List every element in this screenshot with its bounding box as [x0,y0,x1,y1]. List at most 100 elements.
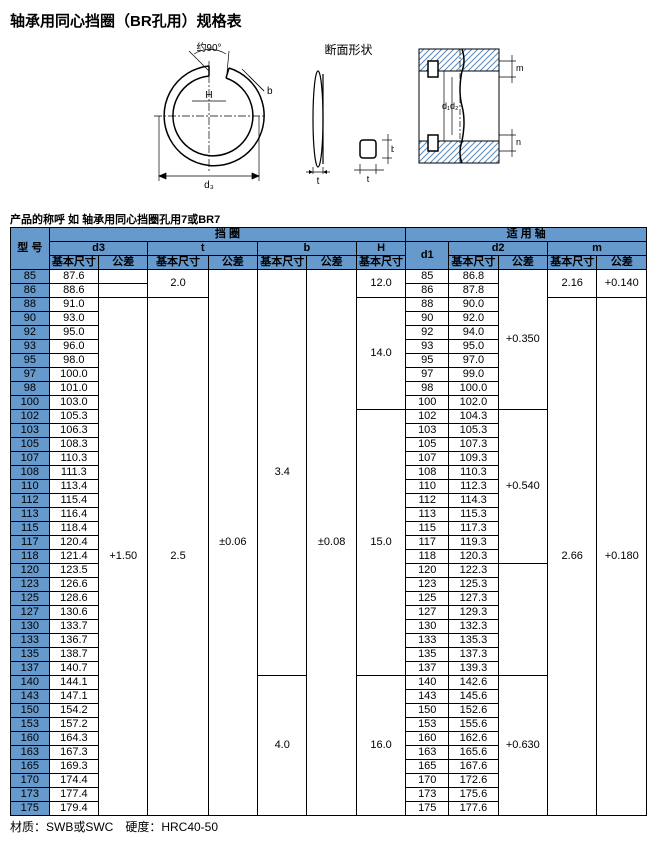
cell: 91.0 [49,298,98,312]
cell: 116.4 [49,508,98,522]
cell: 85 [11,270,50,284]
cell: 120.3 [449,550,498,564]
hdr-shaft: 适 用 轴 [406,228,647,242]
cell: 127 [406,606,449,620]
hdr-base: 基本尺寸 [449,256,498,270]
cell: 105 [406,438,449,452]
cell: 150 [406,704,449,718]
cell: 3.4 [258,270,307,676]
cell: 136.7 [49,634,98,648]
svg-text:d₂: d₂ [450,101,459,111]
cell: 119.3 [449,536,498,550]
cell: 98.0 [49,354,98,368]
cell: 100 [11,396,50,410]
section-label: 断面形状 [304,41,394,58]
cell: 130 [11,620,50,634]
cell: 95 [406,354,449,368]
cell: 103 [406,424,449,438]
hdr-b: b [258,242,357,256]
cell: 115.4 [49,494,98,508]
cell: 110.3 [449,466,498,480]
hdr-d2: d2 [449,242,548,256]
diagram-row: 约90° H b d₃ 断面形状 t [10,41,647,191]
cell: 14.0 [356,298,405,410]
cell: 173 [406,788,449,802]
hdr-tol: 公差 [498,256,547,270]
cell: 147.1 [49,690,98,704]
cell: 95.0 [49,326,98,340]
svg-text:n: n [516,137,521,147]
cell: 102.0 [449,396,498,410]
cell: 97.0 [449,354,498,368]
cell: 117 [406,536,449,550]
cell: 152.6 [449,704,498,718]
spec-table: 型 号 挡 圈 适 用 轴 d3 t b H d1 d2 m 基本尺寸 公差 基… [10,227,647,816]
cell: 144.1 [49,676,98,690]
cell: 130 [406,620,449,634]
cell: 102 [406,410,449,424]
cell: 2.16 [548,270,597,298]
cell: 123.5 [49,564,98,578]
cell: 112 [406,494,449,508]
cell: 175 [406,802,449,816]
cell: 125 [11,592,50,606]
svg-text:H: H [205,90,212,101]
cell: 172.6 [449,774,498,788]
cell: +1.50 [99,298,148,816]
cell: 163 [406,746,449,760]
table-row: 8587.62.0±0.063.4±0.0812.08586.8+0.3502.… [11,270,647,284]
svg-text:t: t [366,174,369,184]
cell: 167.6 [449,760,498,774]
cell: 135 [406,648,449,662]
cell: 155.6 [449,718,498,732]
cell: 118.4 [49,522,98,536]
table-header: 型 号 挡 圈 适 用 轴 d3 t b H d1 d2 m 基本尺寸 公差 基… [11,228,647,270]
cell: 142.6 [449,676,498,690]
cell: 126.6 [49,578,98,592]
cell: 169.3 [49,760,98,774]
cell: 90.0 [449,298,498,312]
cell: 2.0 [148,270,208,298]
cell: 128.6 [49,592,98,606]
cell: +0.180 [597,298,647,816]
cell: 100.0 [449,382,498,396]
cell: 88 [11,298,50,312]
cell: 97 [11,368,50,382]
cell: 16.0 [356,676,405,816]
cell: 95 [11,354,50,368]
cell: 12.0 [356,270,405,298]
cell: 110.3 [49,452,98,466]
hdr-model: 型 号 [11,228,50,270]
assembly-diagram: m n d₁ d₂ [414,41,524,181]
cell: 86 [11,284,50,298]
cell: 163 [11,746,50,760]
cell: 109.3 [449,452,498,466]
cell: 100 [406,396,449,410]
cell: 139.3 [449,662,498,676]
cell: 137 [406,662,449,676]
cell: 153 [406,718,449,732]
cell: 2.5 [148,298,208,816]
table-body: 8587.62.0±0.063.4±0.0812.08586.8+0.3502.… [11,270,647,816]
cell: 86 [406,284,449,298]
cell: 110 [11,480,50,494]
cell: 122.3 [449,564,498,578]
cell: 170 [11,774,50,788]
cell: 133.7 [49,620,98,634]
cell: 120.4 [49,536,98,550]
svg-text:b: b [267,86,273,97]
cell: 133 [406,634,449,648]
cell: 132.3 [449,620,498,634]
cell: 118 [406,550,449,564]
cell: 125.3 [449,578,498,592]
cell [99,284,148,298]
section-detail-diagram: t b [354,134,394,184]
hdr-base: 基本尺寸 [548,256,597,270]
cell: 165 [406,760,449,774]
cell: 140 [406,676,449,690]
cell: 93.0 [49,312,98,326]
cell: 108 [406,466,449,480]
cell: 129.3 [449,606,498,620]
cell: +0.350 [498,270,547,410]
cell: 160 [11,732,50,746]
